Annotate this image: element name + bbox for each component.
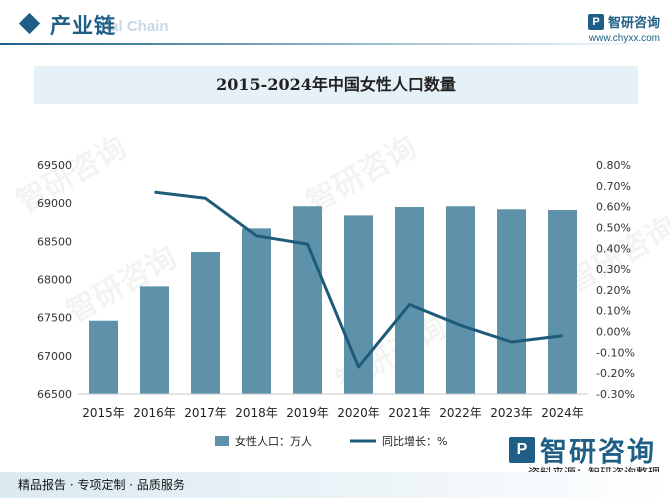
bar bbox=[497, 209, 526, 394]
y-left-tick-label: 68000 bbox=[37, 274, 72, 287]
brand-name: 智研咨询 bbox=[607, 16, 660, 31]
y-left-tick-label: 69500 bbox=[37, 159, 72, 172]
x-tick-label: 2020年 bbox=[337, 406, 380, 420]
x-tick-label: 2017年 bbox=[184, 406, 227, 420]
x-tick-label: 2024年 bbox=[541, 406, 584, 420]
bar bbox=[293, 206, 322, 394]
x-tick-label: 2019年 bbox=[286, 406, 329, 420]
y-left-tick-label: 67000 bbox=[37, 350, 72, 363]
section-subtitle: ial Chain bbox=[106, 18, 169, 35]
y-right-tick-label: 0.70% bbox=[596, 180, 631, 193]
y-right-tick-label: 0.20% bbox=[596, 284, 631, 297]
x-tick-label: 2016年 bbox=[133, 406, 176, 420]
y-right-tick-label: -0.10% bbox=[596, 346, 635, 359]
y-right-tick-label: 0.80% bbox=[596, 159, 631, 172]
section-title: 产业链 bbox=[50, 14, 116, 38]
brand-block: P 智研咨询 www.chyxx.com bbox=[587, 12, 660, 44]
y-axis-left: 66500 67000 67500 68000 68500 69000 69500 bbox=[37, 159, 72, 401]
footer-band bbox=[0, 472, 670, 498]
y-right-tick-label: -0.30% bbox=[596, 388, 635, 401]
x-axis: 2015年 2016年 2017年 2018年 2019年 2020年 2021年 2022年… bbox=[82, 406, 584, 420]
legend-line-label: 同比增长：% bbox=[382, 434, 447, 448]
bar bbox=[140, 286, 169, 394]
y-left-tick-label: 67500 bbox=[37, 312, 72, 325]
chart-title-band: 2015-2024年中国女性人口数量 bbox=[34, 66, 638, 104]
y-left-tick-label: 69000 bbox=[37, 197, 72, 210]
legend-bar-swatch bbox=[215, 436, 229, 446]
bar bbox=[242, 228, 271, 394]
x-tick-label: 2021年 bbox=[388, 406, 431, 420]
x-tick-label: 2015年 bbox=[82, 406, 125, 420]
header-divider bbox=[0, 43, 670, 45]
bar bbox=[446, 206, 475, 394]
y-axis-right: -0.30% -0.20% -0.10% 0.00% 0.10% 0.20% 0.30% 0.… bbox=[596, 159, 635, 401]
y-left-tick-label: 66500 bbox=[37, 388, 72, 401]
legend-bar-label: 女性人口：万人 bbox=[235, 434, 312, 448]
footer-brand: P 智研咨询 bbox=[509, 430, 656, 469]
footer-brand-name: 智研咨询 bbox=[540, 437, 656, 468]
y-right-tick-label: 0.00% bbox=[596, 326, 631, 339]
chart-title: 2015-2024年中国女性人口数量 bbox=[216, 75, 456, 94]
legend: 女性人口：万人 同比增长：% bbox=[215, 434, 447, 448]
y-right-tick-label: 0.50% bbox=[596, 221, 631, 234]
y-left-tick-label: 68500 bbox=[37, 235, 72, 248]
y-right-tick-label: 0.10% bbox=[596, 305, 631, 318]
bar bbox=[548, 210, 577, 394]
growth-line bbox=[154, 190, 563, 369]
y-right-tick-label: 0.40% bbox=[596, 242, 631, 255]
footer-brand-logo-icon: P bbox=[509, 436, 535, 463]
line-series bbox=[154, 190, 563, 369]
footer: P 智研咨询 资料来源：智研咨询整理 精品报告 · 专项定制 · 品质服务 bbox=[0, 436, 670, 498]
bar bbox=[395, 206, 424, 394]
brand-logo-icon: P bbox=[587, 13, 604, 30]
y-right-tick-label: 0.60% bbox=[596, 201, 631, 214]
header: ial Chain 产业链 P 智研咨询 www.chyxx.com bbox=[0, 0, 670, 58]
x-tick-label: 2022年 bbox=[439, 406, 482, 420]
y-right-tick-label: -0.20% bbox=[596, 367, 635, 380]
brand-url: www.chyxx.com bbox=[588, 33, 660, 44]
bar-series bbox=[89, 206, 577, 394]
bar bbox=[191, 252, 220, 394]
bar bbox=[89, 320, 118, 394]
y-right-tick-label: 0.30% bbox=[596, 263, 631, 276]
x-tick-label: 2023年 bbox=[490, 406, 533, 420]
x-tick-label: 2018年 bbox=[235, 406, 278, 420]
footer-tagline: 精品报告 · 专项定制 · 品质服务 bbox=[18, 478, 185, 492]
